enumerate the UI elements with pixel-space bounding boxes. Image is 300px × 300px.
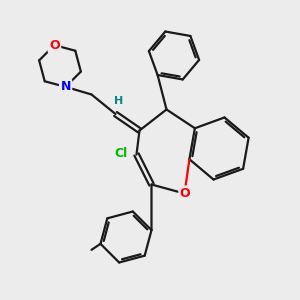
- Text: N: N: [60, 80, 71, 93]
- Text: Cl: Cl: [114, 146, 128, 160]
- Text: O: O: [49, 39, 60, 52]
- Text: H: H: [114, 96, 123, 106]
- Text: O: O: [180, 187, 190, 200]
